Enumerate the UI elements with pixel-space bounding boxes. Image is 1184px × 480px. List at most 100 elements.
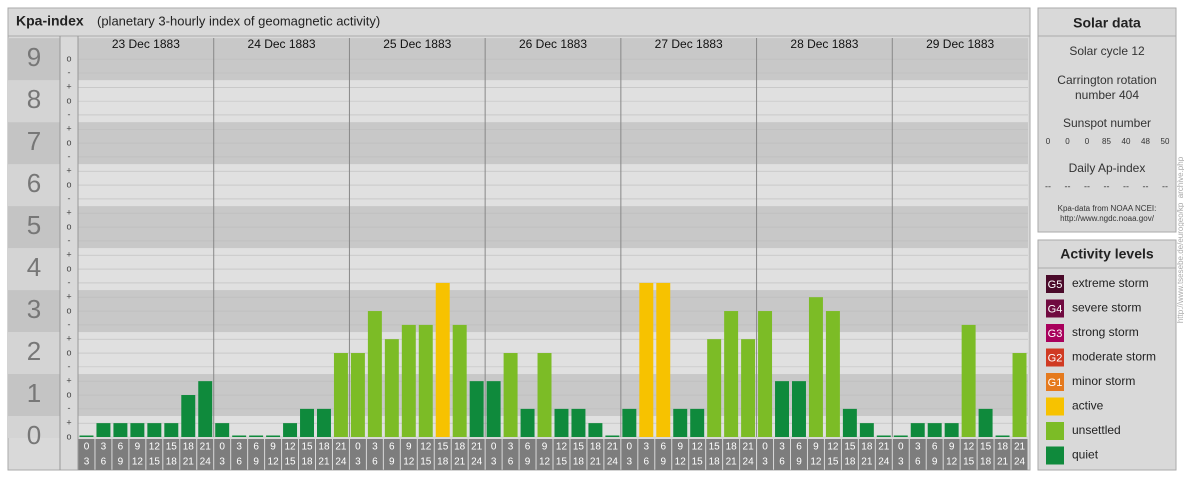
- level-label: active: [1072, 399, 1104, 413]
- time-label: 6: [915, 457, 921, 468]
- time-label: 12: [963, 442, 975, 453]
- level-swatch: [1046, 275, 1064, 293]
- time-label: 6: [508, 457, 514, 468]
- bar: [164, 423, 179, 437]
- time-label: 18: [844, 457, 856, 468]
- bar: [859, 423, 874, 437]
- bar: [944, 423, 959, 437]
- time-label: 3: [491, 457, 497, 468]
- time-label: 9: [813, 442, 819, 453]
- level-label: quiet: [1072, 448, 1099, 462]
- time-label: 15: [709, 442, 721, 453]
- time-box: [807, 439, 824, 470]
- time-label: 3: [627, 457, 633, 468]
- time-box: [451, 439, 468, 470]
- level-swatch: [1046, 446, 1064, 465]
- bar: [503, 353, 518, 437]
- bar: [215, 423, 230, 437]
- time-label: 15: [301, 442, 313, 453]
- bar: [656, 282, 671, 437]
- day-label: 29 Dec 1883: [926, 37, 994, 51]
- time-label: 6: [253, 442, 259, 453]
- time-box: [689, 439, 706, 470]
- day-label: 25 Dec 1883: [383, 37, 451, 51]
- time-box: [621, 439, 638, 470]
- kp-band: [8, 248, 60, 291]
- level-badge: G1: [1048, 377, 1063, 389]
- time-box: [502, 439, 519, 470]
- y-tick-label: 5: [27, 210, 41, 240]
- bar: [741, 339, 756, 437]
- level-badge: G2: [1048, 352, 1063, 364]
- sunspot-value: 48: [1141, 137, 1150, 146]
- level-badge: G5: [1048, 279, 1063, 291]
- time-label: 24: [607, 457, 619, 468]
- bar: [401, 324, 416, 437]
- time-label: 0: [627, 442, 633, 453]
- bar: [961, 324, 976, 437]
- time-box: [383, 439, 400, 470]
- time-label: 18: [301, 457, 313, 468]
- time-label: 18: [437, 457, 449, 468]
- ap-value: --: [1065, 181, 1071, 191]
- time-box: [299, 439, 315, 470]
- time-label: 15: [556, 457, 568, 468]
- bar: [317, 408, 331, 437]
- minor-tick-label: -: [68, 403, 71, 413]
- bar: [96, 423, 111, 437]
- time-box: [740, 439, 757, 470]
- bar: [995, 435, 1010, 437]
- time-label: 6: [644, 457, 650, 468]
- bar: [639, 282, 654, 437]
- bar: [333, 353, 348, 437]
- time-label: 3: [779, 442, 785, 453]
- y-tick-label: 2: [27, 336, 41, 366]
- kp-band: [8, 38, 60, 81]
- time-label: 15: [980, 442, 992, 453]
- time-label: 9: [270, 442, 276, 453]
- time-label: 3: [762, 457, 768, 468]
- bar: [588, 423, 603, 437]
- level-swatch: [1046, 422, 1064, 440]
- time-label: 12: [420, 442, 432, 453]
- time-box: [197, 439, 214, 470]
- chart-title: Kpa-index: [16, 13, 84, 29]
- minor-tick-label: -: [68, 277, 71, 287]
- level-badge: G4: [1048, 303, 1063, 315]
- time-label: 18: [166, 457, 178, 468]
- minor-tick-label: o: [66, 389, 71, 399]
- time-label: 21: [743, 442, 755, 453]
- time-label: 0: [219, 442, 225, 453]
- time-box: [231, 439, 248, 470]
- time-label: 21: [997, 457, 1009, 468]
- panel-title: Activity levels: [1060, 246, 1154, 262]
- minor-tick-label: -: [68, 319, 71, 329]
- time-box: [791, 439, 807, 470]
- time-label: 18: [980, 457, 992, 468]
- kp-band: [8, 122, 60, 165]
- y-tick-label: 6: [27, 168, 41, 198]
- time-label: 21: [318, 457, 330, 468]
- time-box: [1011, 439, 1028, 470]
- time-label: 9: [932, 457, 938, 468]
- time-box: [400, 439, 417, 470]
- time-label: 3: [644, 442, 650, 453]
- bar: [113, 423, 128, 437]
- minor-tick-label: o: [66, 263, 71, 273]
- time-label: 3: [219, 457, 225, 468]
- time-label: 15: [692, 457, 704, 468]
- time-box: [638, 439, 655, 470]
- time-label: 12: [556, 442, 568, 453]
- time-label: 24: [335, 457, 347, 468]
- time-label: 12: [403, 457, 415, 468]
- time-box: [180, 439, 197, 470]
- bar: [452, 324, 467, 437]
- bar: [808, 297, 823, 437]
- time-label: 12: [675, 457, 687, 468]
- ap-value: --: [1084, 181, 1090, 191]
- source: http://www.ngdc.noaa.gov/: [1060, 214, 1155, 223]
- minor-tick-label: +: [66, 250, 71, 260]
- y-tick-label: 4: [27, 252, 41, 282]
- time-label: 18: [997, 442, 1009, 453]
